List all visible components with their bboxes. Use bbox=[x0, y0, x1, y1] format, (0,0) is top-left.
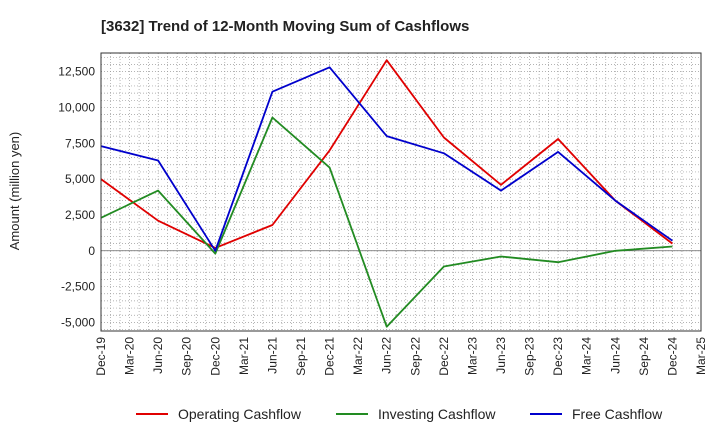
x-tick-label: Dec-20 bbox=[208, 337, 222, 376]
x-tick-label: Jun-22 bbox=[380, 337, 394, 374]
x-tick-label: Sep-21 bbox=[294, 337, 308, 376]
investing-cashflow-legend-label: Investing Cashflow bbox=[378, 406, 496, 422]
x-tick-label: Mar-24 bbox=[580, 337, 594, 375]
y-tick-label: 12,500 bbox=[58, 65, 95, 79]
x-tick-label: Jun-24 bbox=[608, 337, 622, 374]
x-tick-label: Sep-23 bbox=[523, 337, 537, 376]
y-tick-label: 10,000 bbox=[58, 100, 95, 114]
x-tick-label: Dec-22 bbox=[437, 337, 451, 376]
series-lines bbox=[100, 59, 673, 328]
x-tick-label: Mar-25 bbox=[694, 337, 708, 375]
x-tick-label: Dec-21 bbox=[323, 337, 337, 376]
free-cashflow-line bbox=[100, 66, 673, 252]
x-tick-label: Mar-22 bbox=[351, 337, 365, 375]
x-tick-label: Dec-23 bbox=[551, 337, 565, 376]
y-tick-label: 0 bbox=[88, 244, 95, 258]
x-tick-label: Jun-20 bbox=[151, 337, 165, 374]
chart-title: [3632] Trend of 12-Month Moving Sum of C… bbox=[101, 18, 469, 35]
x-tick-label: Dec-24 bbox=[665, 337, 679, 376]
y-tick-label: 2,500 bbox=[65, 208, 95, 222]
operating-cashflow-legend-label: Operating Cashflow bbox=[178, 406, 302, 422]
y-tick-label: -2,500 bbox=[61, 280, 95, 294]
legend: Operating Cashflow Investing Cashflow Free… bbox=[136, 406, 663, 422]
x-tick-label: Sep-20 bbox=[180, 337, 194, 376]
y-tick-label: 7,500 bbox=[65, 136, 95, 150]
x-tick-label: Mar-20 bbox=[123, 337, 137, 375]
x-tick-label: Jun-21 bbox=[265, 337, 279, 374]
grid-lines bbox=[100, 53, 702, 331]
y-axis-label: Amount (million yen) bbox=[7, 132, 22, 251]
investing-cashflow-line bbox=[100, 116, 673, 328]
x-tick-labels: Dec-19 Mar-20 Jun-20 Sep-20 Dec-20 Mar-21 Jun-… bbox=[94, 337, 708, 376]
operating-cashflow-line bbox=[100, 59, 673, 249]
x-tick-label: Sep-24 bbox=[637, 337, 651, 376]
x-tick-label: Dec-19 bbox=[94, 337, 108, 376]
x-tick-label: Mar-23 bbox=[465, 337, 479, 375]
plot-area-frame bbox=[100, 52, 702, 332]
y-tick-labels: 12,500 10,000 7,500 5,000 2,500 0 -2,500 -5,000 bbox=[58, 65, 95, 330]
x-tick-label: Sep-22 bbox=[408, 337, 422, 376]
x-tick-label: Jun-23 bbox=[494, 337, 508, 374]
x-tick-label: Mar-21 bbox=[237, 337, 251, 375]
y-tick-label: 5,000 bbox=[65, 172, 95, 186]
free-cashflow-legend-label: Free Cashflow bbox=[572, 406, 663, 422]
y-tick-label: -5,000 bbox=[61, 315, 95, 329]
